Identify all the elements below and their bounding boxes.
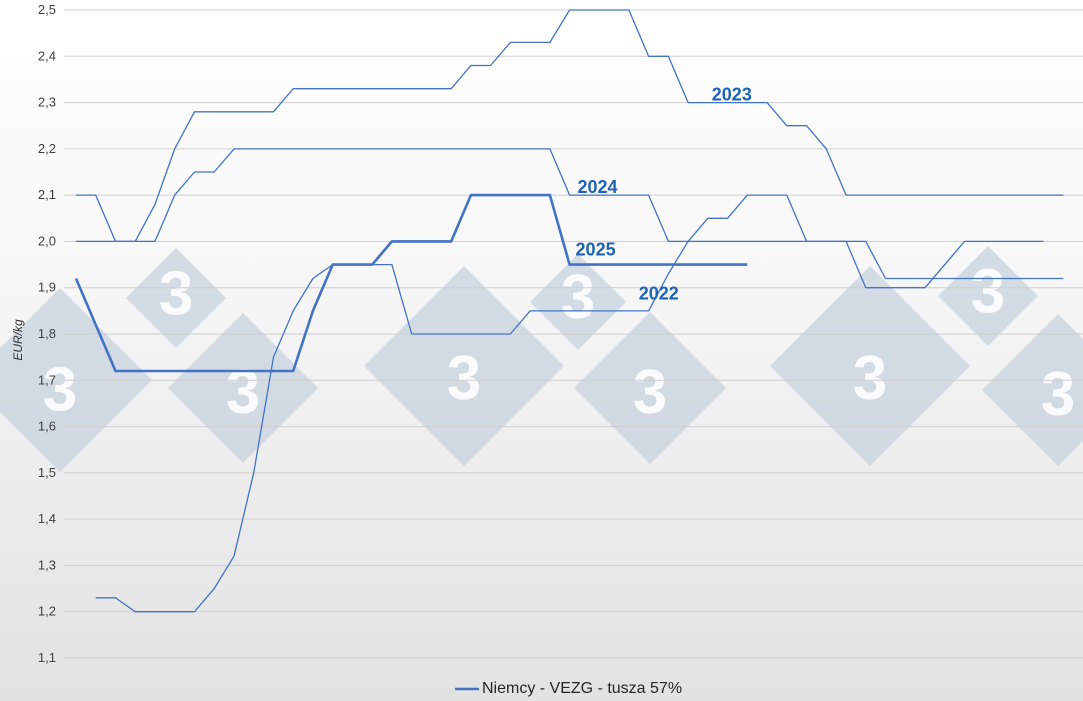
watermark-diamond	[574, 312, 726, 464]
y-tick-label: 2,0	[38, 233, 56, 248]
y-tick-label: 1,8	[38, 326, 56, 341]
watermark-diamond	[168, 313, 318, 463]
watermark-diamond	[364, 266, 564, 466]
y-tick-label: 2,5	[38, 2, 56, 17]
legend-label: Niemcy - VEZG - tusza 57%	[482, 680, 682, 697]
series-annotations: 2022 2023 2024 2025	[576, 84, 752, 303]
watermark-logo: 3	[530, 254, 626, 350]
y-tick-label: 1,6	[38, 419, 56, 434]
y-tick-label: 1,4	[38, 511, 56, 526]
y-axis-ticks: 1,1 1,2 1,3 1,4 1,5 1,6 1,7 1,8 1,9 2,0 2,1 2,2 2,3 2…	[38, 2, 56, 665]
y-axis-label: EUR/kg	[11, 319, 25, 361]
watermark-diamond	[982, 314, 1083, 466]
watermark-glyph: 3	[853, 344, 887, 413]
watermark-diamond	[126, 248, 226, 348]
watermark-glyph: 3	[971, 258, 1005, 327]
watermark-glyph: 3	[561, 263, 595, 332]
watermark-logo: 3	[364, 266, 564, 466]
gridlines	[64, 9, 1083, 659]
watermark-diamond	[938, 246, 1038, 346]
y-tick-label: 2,4	[38, 48, 56, 63]
series-label-2023: 2023	[712, 84, 752, 104]
watermark-glyph: 3	[226, 358, 260, 427]
y-tick-label: 1,1	[38, 650, 56, 665]
y-tick-label: 2,2	[38, 141, 56, 156]
watermark-glyph: 3	[159, 260, 193, 329]
y-tick-label: 1,2	[38, 604, 56, 619]
watermark-logo: 3	[982, 314, 1083, 466]
series-layer	[74, 9, 1064, 613]
watermark-glyph: 3	[633, 358, 667, 427]
series-line-2025	[74, 193, 748, 373]
watermark-glyph: 3	[447, 344, 481, 413]
series-label-2024: 2024	[578, 177, 618, 197]
y-tick-label: 1,3	[38, 557, 56, 572]
series-line-2024	[76, 148, 1064, 280]
watermark-logo: 3	[938, 246, 1038, 346]
watermark-logo: 3	[126, 248, 226, 348]
watermark-glyph: 3	[43, 355, 77, 424]
y-tick-label: 1,5	[38, 465, 56, 480]
series-line-2022	[95, 194, 1044, 613]
watermark-diamond	[770, 266, 970, 466]
y-tick-label: 2,1	[38, 187, 56, 202]
watermark-diamond	[530, 254, 626, 350]
y-tick-label: 1,9	[38, 280, 56, 295]
watermark-logo: 3	[574, 312, 726, 464]
series-label-2025: 2025	[576, 239, 616, 259]
watermark-glyph: 3	[1041, 360, 1075, 429]
y-tick-label: 2,3	[38, 95, 56, 110]
watermark-logo: 3	[168, 313, 318, 463]
series-label-2022: 2022	[639, 283, 679, 303]
y-tick-label: 1,7	[38, 372, 56, 387]
legend: Niemcy - VEZG - tusza 57%	[455, 680, 682, 697]
watermark-layer: 333 333 333	[0, 246, 1083, 472]
series-line-2023	[76, 9, 1064, 243]
watermark-logo: 3	[770, 266, 970, 466]
